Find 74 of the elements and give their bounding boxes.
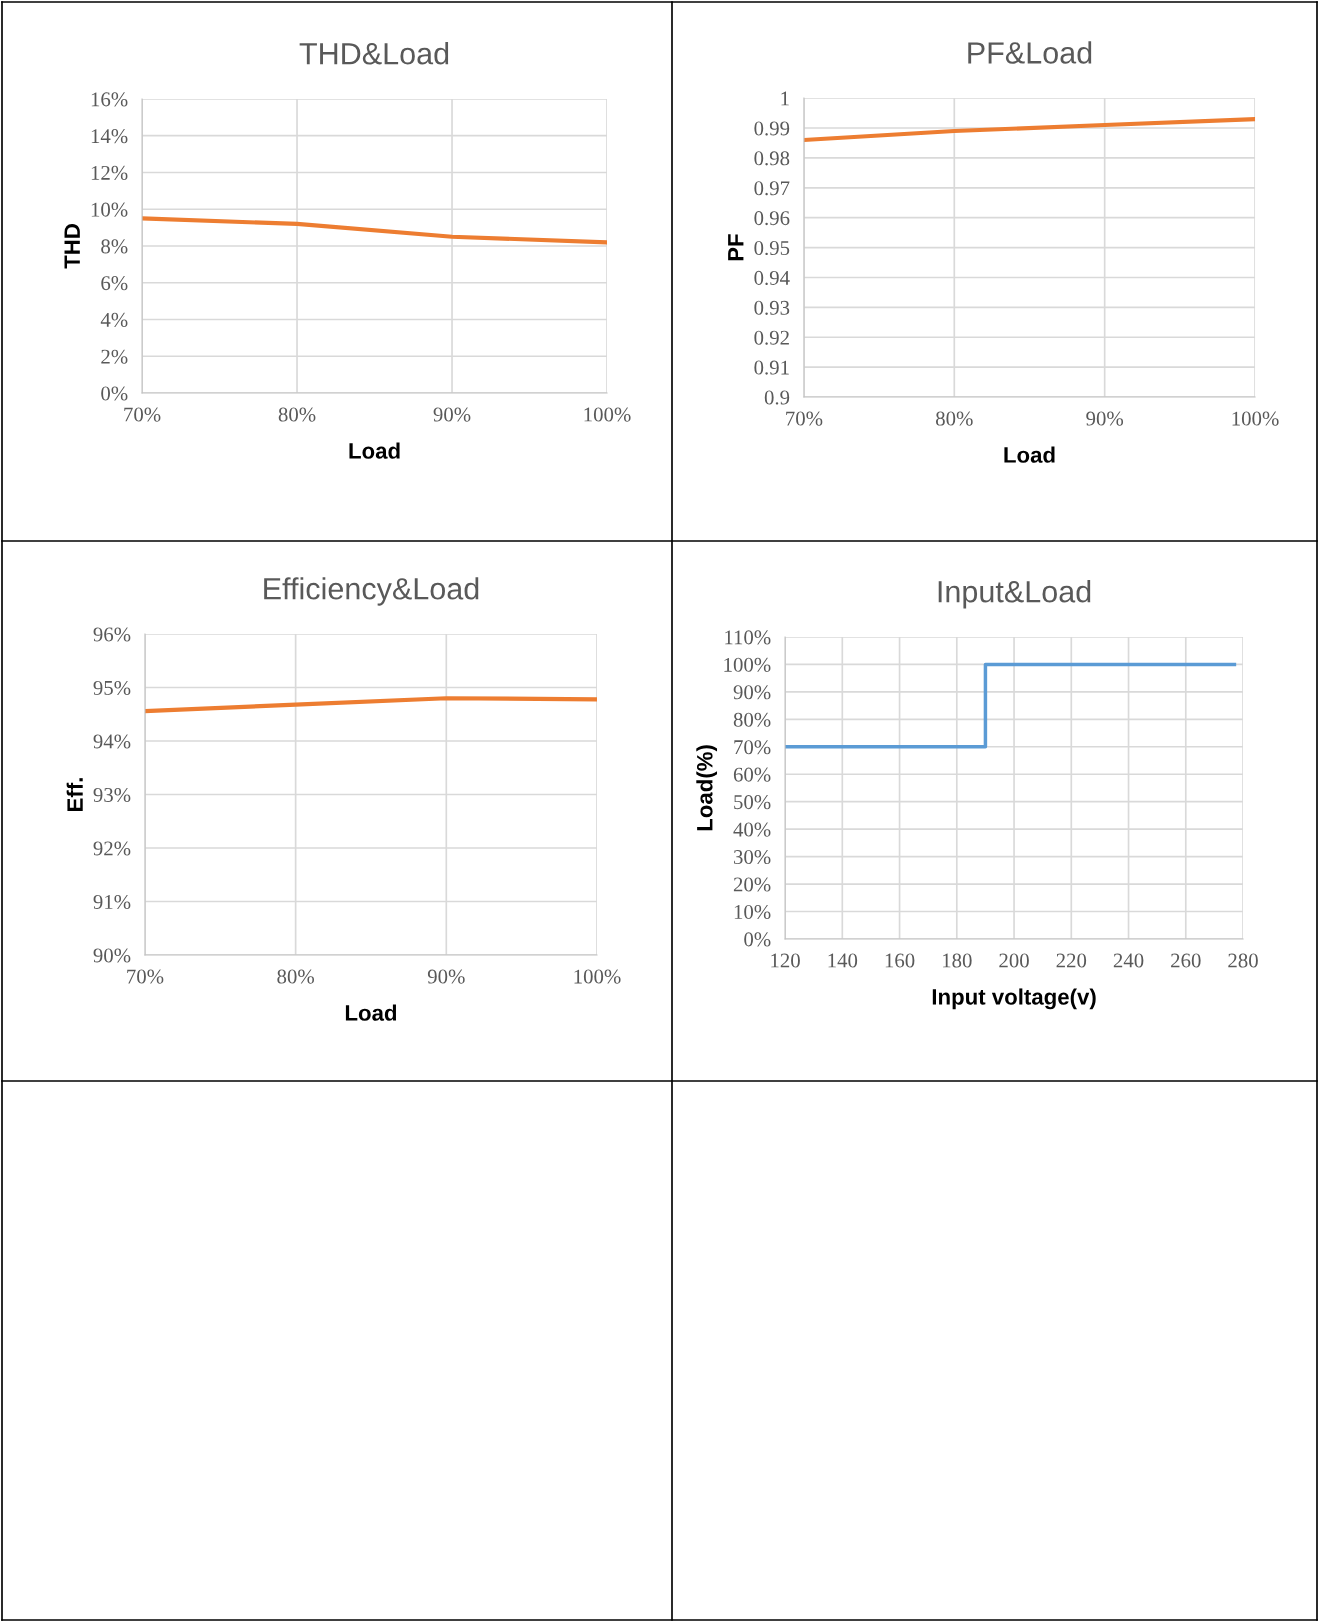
- y-tick-label: 60%: [733, 767, 771, 782]
- x-axis-title: Load: [349, 442, 400, 459]
- y-tick-label: 0.98: [754, 151, 790, 166]
- y-axis-title: PF: [728, 234, 744, 261]
- y-tick-label: 96%: [93, 627, 131, 642]
- chart-title: THD&Load: [299, 42, 449, 65]
- x-tick-label: 260: [1171, 953, 1201, 968]
- y-tick-label: 4%: [100, 312, 128, 327]
- y-tick-label: 92%: [93, 841, 131, 856]
- y-tick-label: 30%: [733, 849, 771, 865]
- x-axis-title: Input voltage(v): [932, 988, 1096, 1010]
- y-tick-label: 0.94: [754, 270, 790, 286]
- y-tick-label: 80%: [733, 712, 771, 727]
- y-tick-label: 0.91: [754, 360, 789, 375]
- y-tick-label: 94%: [93, 734, 131, 749]
- y-tick-label: 16%: [91, 92, 128, 107]
- x-tick-label: 120: [771, 953, 800, 968]
- y-tick-label: 93%: [93, 787, 131, 803]
- y-tick-label: 0.99: [754, 121, 790, 136]
- chart-title: Input&Load: [938, 580, 1091, 609]
- x-tick-label: 80%: [278, 407, 316, 422]
- x-tick-label: 80%: [277, 969, 315, 984]
- y-tick-label: 0.9: [764, 390, 790, 405]
- x-axis-title: Load: [1004, 446, 1055, 463]
- x-tick-label: 100%: [584, 407, 631, 422]
- y-tick-label: 8%: [101, 239, 128, 254]
- y-axis-title: Eff.: [66, 778, 83, 811]
- y-tick-label: 0.92: [754, 330, 789, 345]
- y-tick-label: 10%: [91, 202, 128, 217]
- x-tick-label: 180: [943, 953, 972, 968]
- y-tick-label: 1: [781, 91, 789, 106]
- line-series: [144, 696, 597, 714]
- x-tick-label: 140: [828, 953, 858, 968]
- y-tick-label: 10%: [734, 904, 771, 920]
- y-tick-label: 0.97: [754, 181, 790, 196]
- x-tick-label: 160: [885, 953, 915, 968]
- y-tick-label: 2%: [101, 349, 128, 364]
- y-tick-label: 6%: [101, 276, 128, 291]
- x-tick-label: 70%: [127, 969, 164, 984]
- y-tick-label: 0%: [744, 932, 771, 947]
- x-tick-label: 90%: [1086, 411, 1124, 426]
- y-tick-label: 0.96: [754, 211, 790, 226]
- y-tick-label: 12%: [91, 165, 128, 180]
- y-axis-title: THD: [64, 224, 80, 269]
- line-series: [142, 216, 607, 245]
- y-tick-label: 40%: [733, 822, 771, 837]
- y-tick-label: 110%: [725, 630, 771, 645]
- y-tick-label: 14%: [91, 129, 128, 144]
- y-tick-label: 100%: [724, 657, 771, 672]
- x-tick-label: 80%: [936, 411, 973, 426]
- x-tick-label: 240: [1113, 953, 1144, 968]
- x-tick-label: 70%: [786, 411, 823, 426]
- x-tick-label: 90%: [433, 407, 471, 422]
- y-tick-label: 70%: [734, 740, 771, 755]
- y-tick-label: 0.95: [754, 240, 790, 256]
- x-tick-label: 90%: [427, 969, 465, 984]
- y-tick-label: 0%: [101, 386, 128, 401]
- y-tick-label: 91%: [93, 894, 131, 910]
- line-series: [803, 116, 1256, 143]
- x-tick-label: 280: [1228, 953, 1258, 968]
- y-tick-label: 95%: [93, 680, 131, 696]
- y-axis-title: Load(%): [696, 745, 718, 831]
- x-tick-label: 100%: [574, 969, 621, 984]
- y-tick-label: 50%: [734, 795, 771, 810]
- chart-title: Efficiency&Load: [264, 577, 479, 606]
- x-tick-label: 200: [999, 953, 1029, 968]
- y-tick-label: 20%: [733, 877, 771, 892]
- x-tick-label: 100%: [1232, 411, 1279, 426]
- x-tick-label: 220: [1056, 953, 1087, 968]
- chart-title: PF&Load: [968, 41, 1092, 64]
- y-tick-label: 0.93: [754, 300, 790, 315]
- y-tick-label: 90%: [733, 685, 771, 700]
- x-axis-title: Load: [345, 1004, 397, 1021]
- x-tick-label: 70%: [124, 407, 161, 422]
